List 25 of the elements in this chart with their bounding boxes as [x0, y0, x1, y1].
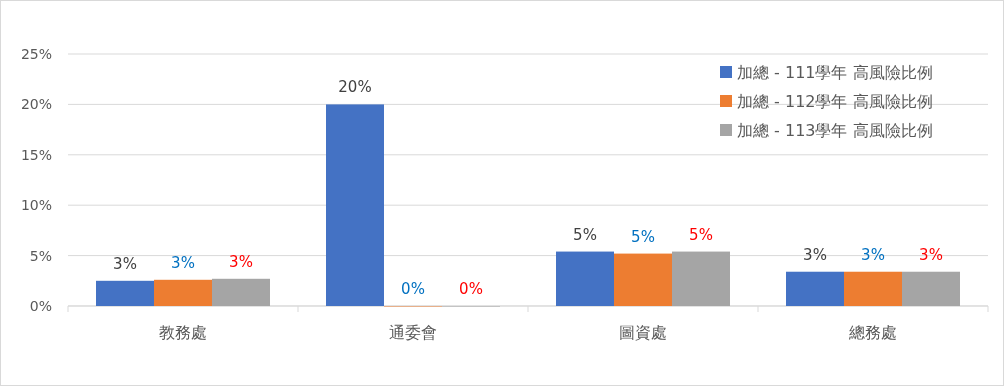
legend-label: 加總 - 112學年 高風險比例	[737, 92, 933, 111]
x-tick-label: 教務處	[159, 323, 207, 342]
legend-label: 加總 - 111學年 高風險比例	[737, 63, 933, 82]
data-label: 3%	[803, 245, 827, 264]
x-tick-label: 總務處	[848, 323, 897, 342]
y-tick-label: 20%	[20, 96, 52, 113]
y-tick-label: 25%	[20, 46, 52, 62]
legend-label: 加總 - 113學年 高風險比例	[737, 121, 933, 140]
data-label: 0%	[459, 280, 483, 298]
x-tick-label: 通委會	[389, 323, 437, 342]
data-label: 3%	[113, 254, 137, 273]
data-label: 5%	[689, 225, 713, 244]
y-tick-label: 0%	[29, 298, 52, 314]
x-tick-label: 圖資處	[619, 323, 667, 342]
data-label: 20%	[338, 78, 372, 97]
y-tick-label: 15%	[20, 146, 52, 163]
data-label: 0%	[401, 280, 425, 298]
y-tick-label: 5%	[29, 247, 52, 264]
data-label: 5%	[631, 227, 655, 246]
data-label: 3%	[919, 245, 943, 264]
data-label: 3%	[229, 252, 253, 271]
data-label: 3%	[171, 253, 195, 272]
data-label: 3%	[861, 245, 885, 264]
data-label: 5%	[573, 225, 597, 244]
y-tick-label: 10%	[20, 197, 52, 214]
